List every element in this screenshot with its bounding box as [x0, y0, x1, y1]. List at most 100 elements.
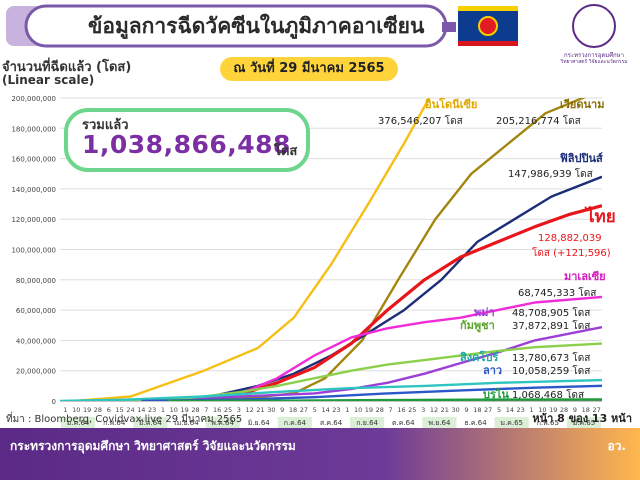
- series-line: [141, 384, 602, 401]
- total-label: รวมแล้ว: [82, 118, 129, 133]
- x-month-band: [205, 417, 240, 428]
- x-day-label: 18: [289, 406, 297, 414]
- ministry-seal-icon: [572, 4, 616, 48]
- x-month-label: ส.ค.64: [320, 419, 343, 427]
- x-day-label: 9: [573, 406, 577, 414]
- series-value-label: 376,546,207 โดส: [378, 114, 463, 127]
- total-doses-box: รวมแล้ว 1,038,866,488 โดส: [64, 108, 310, 172]
- asean-flag: [458, 6, 518, 46]
- y-tick-label: 80,000,000: [16, 277, 56, 285]
- x-day-label: 28: [376, 406, 384, 414]
- x-month-label: เม.ย.64: [174, 419, 199, 427]
- series-name-label: กัมพูชา: [460, 319, 495, 333]
- flag-yellow-stripe: [458, 6, 518, 11]
- y-tick-label: 180,000,000: [11, 125, 56, 133]
- x-month-band: [241, 417, 276, 428]
- x-day-label: 19: [83, 406, 91, 414]
- x-day-label: 10: [354, 406, 362, 414]
- x-month-label: ก.ค.64: [284, 419, 307, 427]
- x-month-label: ก.พ.64: [103, 419, 126, 427]
- x-month-band: [422, 417, 457, 428]
- x-month-label: มิ.ย.64: [248, 419, 271, 427]
- series-line: [60, 378, 602, 401]
- series-name-label: พม่า: [474, 306, 495, 319]
- x-month-label: ธ.ค.64: [464, 419, 487, 427]
- x-day-label: 9: [464, 406, 468, 414]
- y-tick-label: 40,000,000: [16, 337, 56, 345]
- series-value-label: 10,058,259 โดส: [512, 364, 590, 377]
- series-value-label: 37,872,891 โดส: [512, 319, 590, 332]
- logo-line-1: กระทรวงการอุดมศึกษา: [564, 52, 624, 59]
- x-day-label: 21: [441, 406, 449, 414]
- x-day-label: 27: [592, 406, 600, 414]
- x-day-label: 3: [421, 406, 425, 414]
- x-day-label: 24: [126, 406, 134, 414]
- x-month-band: [566, 417, 601, 428]
- x-month-label: ก.พ.65: [537, 419, 559, 427]
- x-day-label: 21: [256, 406, 264, 414]
- date-badge: ณ วันที่ 29 มีนาคม 2565: [220, 57, 398, 81]
- x-day-label: 1: [529, 406, 533, 414]
- x-day-label: 7: [204, 406, 208, 414]
- x-day-label: 1: [161, 406, 165, 414]
- x-day-label: 16: [213, 406, 221, 414]
- series-value-label: 68,745,333 โดส: [518, 286, 596, 299]
- x-day-label: 16: [397, 406, 405, 414]
- total-unit: โดส: [274, 144, 298, 159]
- x-month-label: มี.ค.64: [139, 419, 162, 427]
- footer-ministry-short: อว.: [607, 439, 626, 453]
- x-day-label: 23: [148, 406, 156, 414]
- x-month-label: ม.ค.64: [67, 419, 90, 427]
- ministry-logo: กระทรวงการอุดมศึกษา วิทยาศาสตร์ วิจัยและ…: [548, 4, 640, 66]
- page-title: ข้อมูลการฉีดวัคซีนในภูมิภาคอาเซียน: [88, 14, 425, 38]
- x-month-band: [530, 417, 565, 428]
- x-day-label: 23: [517, 406, 525, 414]
- x-month-label: ก.ย.64: [356, 419, 378, 427]
- x-day-label: 25: [408, 406, 416, 414]
- x-month-band: [386, 417, 421, 428]
- x-day-label: 18: [582, 406, 590, 414]
- series-line: [91, 326, 602, 401]
- x-day-label: 23: [332, 406, 340, 414]
- series-value-label-2: โดส (+121,596): [532, 246, 611, 259]
- x-month-band: [313, 417, 349, 428]
- x-month-label: มี.ค.65: [573, 419, 596, 427]
- series-name-label: มาเลเซีย: [564, 270, 606, 283]
- flag-red-stripe: [458, 41, 518, 46]
- x-day-label: 5: [497, 406, 501, 414]
- series-value-label: 48,708,905 โดส: [512, 306, 590, 319]
- y-tick-label: 60,000,000: [16, 307, 56, 315]
- x-day-label: 19: [181, 406, 189, 414]
- x-day-label: 14: [321, 406, 329, 414]
- series-line: [130, 175, 602, 401]
- series-line: [167, 398, 602, 401]
- series-name-label: เวียดนาม: [560, 98, 604, 111]
- y-tick-label: 100,000,000: [11, 247, 56, 255]
- x-day-label: 15: [115, 406, 123, 414]
- x-day-label: 3: [237, 406, 241, 414]
- x-month-label: ม.ค.65: [500, 419, 523, 427]
- x-day-label: 28: [94, 406, 102, 414]
- series-name-label: อินโดนีเซีย: [425, 97, 478, 111]
- x-day-label: 14: [506, 406, 514, 414]
- x-month-band: [350, 417, 385, 428]
- asean-emblem-icon: [478, 16, 498, 36]
- y-axis-title: จำนวนที่ฉีดแล้ว (โดส): [2, 60, 132, 75]
- vaccination-chart: 0 20,000,000 40,000,000 60,000,000 80,000,00…: [11, 95, 616, 428]
- x-day-label: 27: [300, 406, 308, 414]
- x-day-label: 7: [389, 406, 393, 414]
- series-name-label: บรูไน: [483, 387, 509, 402]
- x-day-label: 14: [137, 406, 145, 414]
- page-number: หน้า 8 ของ 13 หน้า: [532, 412, 632, 425]
- header-title-bar: [6, 4, 456, 48]
- y-tick-label: 0: [52, 398, 56, 406]
- footer-bar: กระทรวงการอุดมศึกษา วิทยาศาสตร์ วิจัยและ…: [0, 428, 640, 480]
- x-day-label: 9: [280, 406, 284, 414]
- x-month-band: [97, 417, 132, 428]
- series-name-label: สิงคโปร์: [460, 350, 499, 364]
- x-month-label: ต.ค.64: [392, 419, 415, 427]
- logo-line-2: วิทยาศาสตร์ วิจัยและนวัตกรรม: [560, 59, 628, 65]
- series-value-label: 147,986,939 โดส: [508, 167, 593, 180]
- series-value-label: 1,068,468 โดส: [512, 388, 584, 401]
- x-day-label: 30: [452, 406, 460, 414]
